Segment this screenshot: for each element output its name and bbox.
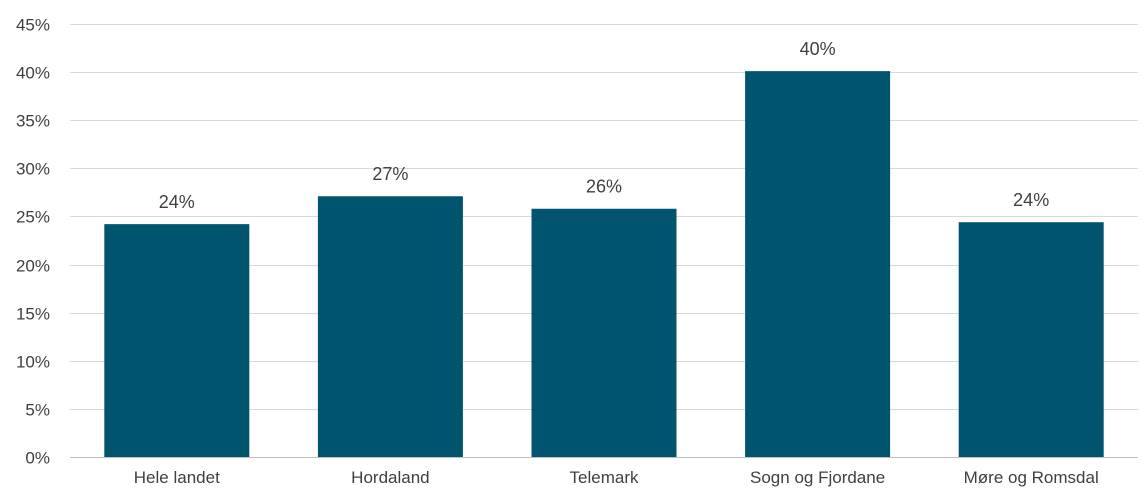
y-tick-label: 0% xyxy=(25,449,50,468)
y-tick-label: 25% xyxy=(16,208,50,227)
y-axis-ticks: 0% 5% 10% 15% 20% 25% 30% 35% 40% 45% xyxy=(16,16,50,468)
data-label: 27% xyxy=(372,164,408,184)
y-tick-label: 30% xyxy=(16,160,50,179)
y-tick-label: 15% xyxy=(16,305,50,324)
bar xyxy=(104,224,250,457)
category-label: Hele landet xyxy=(134,468,220,487)
data-label: 26% xyxy=(586,177,622,197)
category-label: Møre og Romsdal xyxy=(964,468,1099,487)
bar xyxy=(958,222,1104,457)
bar xyxy=(531,208,677,457)
bar xyxy=(317,196,463,457)
data-labels: 24% 27% 26% 40% 24% xyxy=(159,39,1049,212)
y-tick-label: 40% xyxy=(16,64,50,83)
data-label: 24% xyxy=(1013,190,1049,210)
bar xyxy=(745,71,891,457)
bars xyxy=(104,71,1104,457)
y-tick-label: 5% xyxy=(25,401,50,420)
y-tick-label: 20% xyxy=(16,257,50,276)
data-label: 24% xyxy=(159,192,195,212)
data-label: 40% xyxy=(800,39,836,59)
category-label: Hordaland xyxy=(351,468,429,487)
y-tick-label: 10% xyxy=(16,353,50,372)
y-tick-label: 45% xyxy=(16,16,50,35)
y-tick-label: 35% xyxy=(16,112,50,131)
x-axis-categories: Hele landet Hordaland Telemark Sogn og Fjor… xyxy=(134,468,1099,487)
category-label: Telemark xyxy=(570,468,639,487)
category-label: Sogn og Fjordane xyxy=(750,468,885,487)
